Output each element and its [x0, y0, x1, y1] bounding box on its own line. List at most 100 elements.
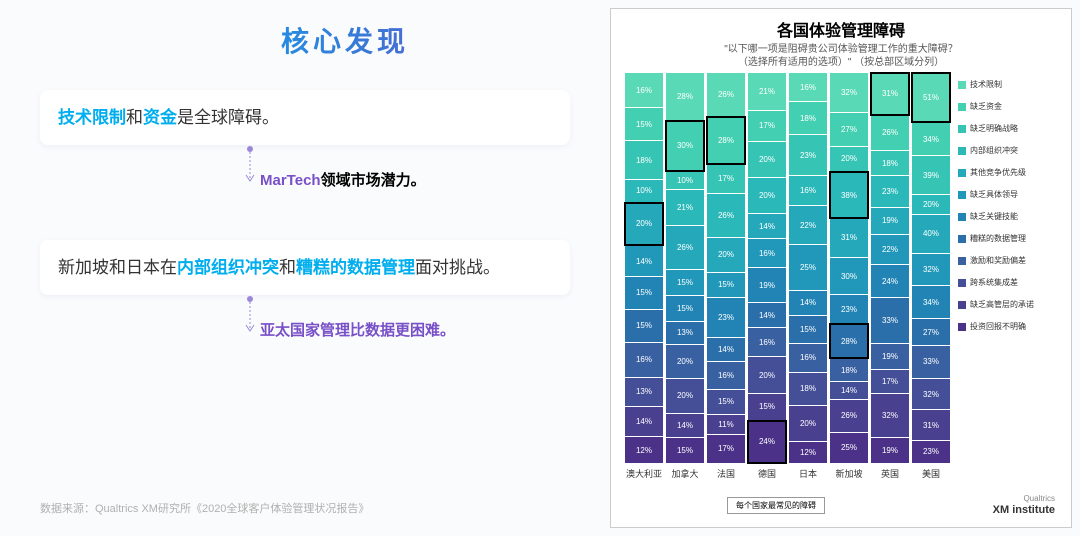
bar-segment: 15%	[666, 270, 704, 295]
bar-segment: 40%	[912, 215, 950, 253]
bar-segment: 26%	[707, 194, 745, 237]
bar-segment: 22%	[871, 235, 909, 264]
arrow-2: 亚太国家管理比数据更困难。	[40, 303, 570, 340]
legend-swatch	[958, 169, 966, 177]
hl-tech: 技术限制	[58, 108, 126, 127]
bar-segment: 23%	[912, 441, 950, 463]
bar-segment: 20%	[748, 142, 786, 177]
bar-segment: 20%	[666, 379, 704, 412]
country-label: 新加坡	[835, 467, 862, 489]
bar-segment: 32%	[830, 73, 868, 112]
legend-swatch	[958, 235, 966, 243]
bar-segment: 17%	[748, 111, 786, 141]
bar-segment: 20%	[748, 357, 786, 392]
country-label: 德国	[758, 467, 776, 489]
bar-segment: 16%	[707, 362, 745, 389]
bar-segment: 16%	[625, 343, 663, 377]
bar-segment: 21%	[666, 190, 704, 225]
bar-segment: 14%	[625, 246, 663, 276]
logo: Qualtrics XM institute	[993, 495, 1055, 516]
bar-segment: 33%	[912, 346, 950, 378]
bar-segment: 20%	[625, 203, 663, 246]
bar-segment: 27%	[830, 113, 868, 146]
legend-label: 缺乏资金	[970, 101, 1002, 112]
bar-segment: 20%	[912, 195, 950, 214]
bar-stack: 32%27%20%38%31%30%23%28%18%14%26%25%	[830, 73, 868, 463]
chart-title: 各国体验管理障碍	[621, 17, 1061, 41]
bar-segment: 18%	[871, 151, 909, 175]
bar-segment: 28%	[830, 324, 868, 358]
legend-label: 激励和奖励偏差	[970, 255, 1026, 266]
bar-segment: 19%	[748, 268, 786, 301]
arrow-icon	[240, 143, 260, 193]
bar-segment: 14%	[748, 214, 786, 239]
country-col: 21%17%20%20%14%16%19%14%16%20%15%24%德国	[748, 73, 786, 493]
bar-segment: 26%	[871, 116, 909, 151]
bar-stack: 51%34%39%20%40%32%34%27%33%32%31%23%	[912, 73, 950, 463]
bar-segment: 30%	[830, 258, 868, 294]
bar-stack: 28%30%10%21%26%15%15%13%20%20%14%15%	[666, 73, 704, 463]
bar-segment: 14%	[666, 414, 704, 437]
bar-segment: 15%	[789, 316, 827, 342]
bar-segment: 18%	[625, 141, 663, 179]
bar-segment: 14%	[830, 382, 868, 399]
bar-segment: 15%	[707, 390, 745, 415]
bar-segment: 20%	[666, 345, 704, 378]
country-col: 28%30%10%21%26%15%15%13%20%20%14%15%加拿大	[666, 73, 704, 493]
legend-item: 激励和奖励偏差	[958, 255, 1050, 266]
bar-segment: 15%	[625, 277, 663, 309]
bar-segment: 32%	[912, 254, 950, 285]
bar-segment: 14%	[748, 303, 786, 328]
bar-segment: 16%	[748, 328, 786, 356]
conclusion-2: 亚太国家管理比数据更困难。	[260, 303, 570, 340]
country-col: 16%18%23%16%22%25%14%15%16%18%20%12%日本	[789, 73, 827, 493]
data-source: 数据来源：Qualtrics XM研究所《2020全球客户体验管理状况报告》	[40, 500, 369, 516]
bar-segment: 26%	[666, 226, 704, 269]
left-panel: 核心发现 技术限制和资金是全球障碍。 MarTech领域市场潜力。 新加坡和日本…	[0, 0, 610, 536]
legend-swatch	[958, 125, 966, 133]
bar-segment: 24%	[871, 265, 909, 297]
legend-label: 缺乏具体领导	[970, 189, 1018, 200]
bar-segment: 15%	[625, 310, 663, 342]
bar-segment: 31%	[871, 73, 909, 115]
bar-segment: 15%	[666, 296, 704, 321]
bar-segment: 25%	[789, 245, 827, 289]
bar-segment: 16%	[748, 239, 786, 267]
bar-segment: 10%	[625, 180, 663, 201]
bar-segment: 24%	[748, 421, 786, 463]
finding-1: 技术限制和资金是全球障碍。	[40, 90, 570, 145]
bar-segment: 34%	[912, 286, 950, 319]
bar-segment: 16%	[625, 73, 663, 107]
bar-segment: 32%	[912, 379, 950, 410]
country-label: 英国	[881, 467, 899, 489]
hl-funds: 资金	[143, 108, 177, 127]
bar-segment: 17%	[707, 165, 745, 193]
bar-segment: 16%	[789, 73, 827, 101]
bar-segment: 15%	[707, 273, 745, 298]
legend-swatch	[958, 279, 966, 287]
bar-segment: 38%	[830, 172, 868, 218]
bar-segment: 12%	[625, 437, 663, 463]
main-title: 核心发现	[120, 20, 570, 60]
bar-stack: 31%26%18%23%19%22%24%33%19%17%32%19%	[871, 73, 909, 463]
chart-footer: 每个国家最常见的障碍 Qualtrics XM institute	[621, 495, 1061, 516]
bar-segment: 13%	[625, 378, 663, 406]
legend-item: 缺乏具体领导	[958, 189, 1050, 200]
bar-segment: 11%	[707, 415, 745, 433]
hl-org: 内部组织冲突	[177, 258, 279, 277]
legend-label: 缺乏明确战略	[970, 123, 1018, 134]
bar-segment: 15%	[666, 438, 704, 463]
bar-segment: 14%	[707, 338, 745, 361]
bar-segment: 25%	[830, 433, 868, 463]
chart-body: 16%15%18%10%20%14%15%15%16%13%14%12%澳大利亚…	[621, 73, 1061, 493]
bar-segment: 14%	[789, 291, 827, 316]
country-col: 16%15%18%10%20%14%15%15%16%13%14%12%澳大利亚	[625, 73, 663, 493]
bar-segment: 20%	[789, 406, 827, 441]
legend-label: 糟糕的数据管理	[970, 233, 1026, 244]
bar-segment: 31%	[830, 219, 868, 257]
legend-swatch	[958, 81, 966, 89]
bar-segment: 33%	[871, 298, 909, 342]
bar-segment: 30%	[666, 121, 704, 171]
country-label: 美国	[922, 467, 940, 489]
bar-segment: 26%	[707, 73, 745, 116]
